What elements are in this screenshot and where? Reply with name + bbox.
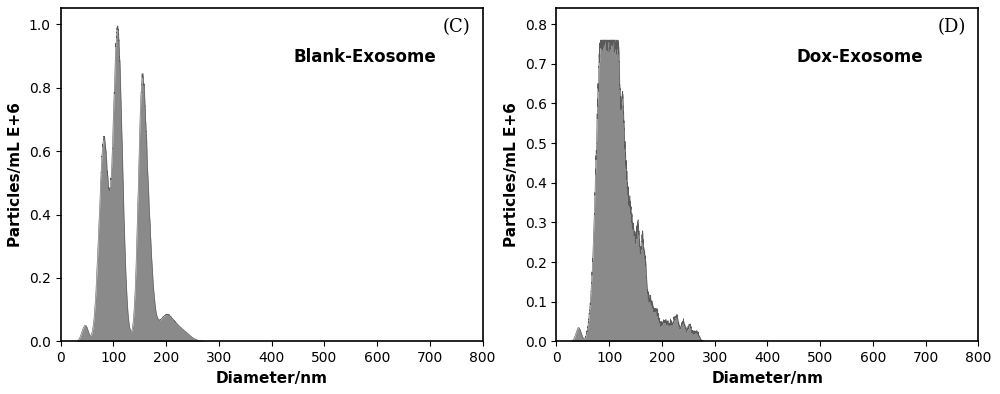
X-axis label: Diameter/nm: Diameter/nm [711,371,823,386]
Text: Blank-Exosome: Blank-Exosome [293,48,436,66]
Text: (C): (C) [442,19,470,36]
Text: (D): (D) [937,19,966,36]
Text: Dox-Exosome: Dox-Exosome [797,48,924,66]
Y-axis label: Particles/mL E+6: Particles/mL E+6 [8,102,23,247]
Y-axis label: Particles/mL E+6: Particles/mL E+6 [504,102,519,247]
X-axis label: Diameter/nm: Diameter/nm [216,371,328,386]
